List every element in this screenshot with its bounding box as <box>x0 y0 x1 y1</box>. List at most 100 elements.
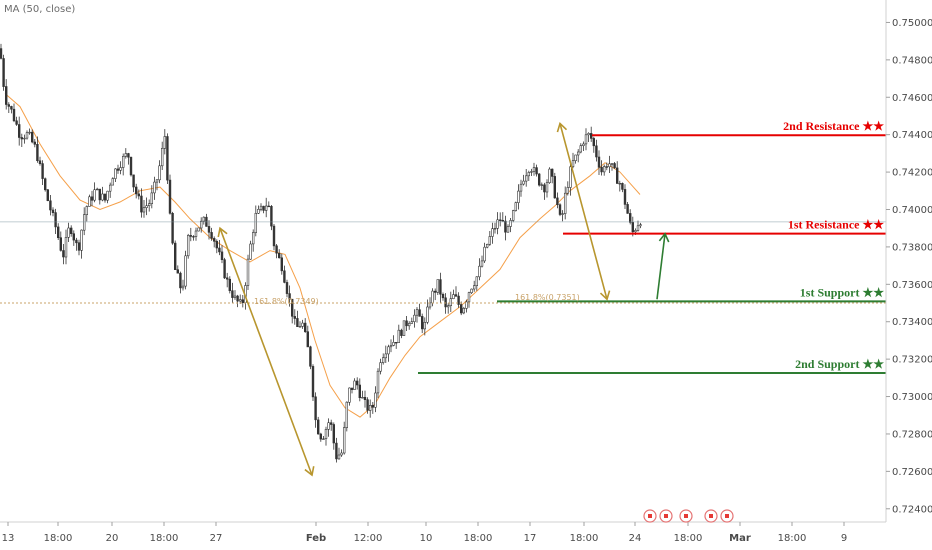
candle-body <box>142 207 146 213</box>
candle-body <box>524 175 528 182</box>
candle-body <box>397 329 400 343</box>
candle-body <box>576 151 580 156</box>
down-arrow-shaft <box>219 227 313 476</box>
candle-body <box>33 141 37 145</box>
candle-body <box>582 143 585 147</box>
candle-body <box>355 380 359 386</box>
x-tick-label: 13 <box>2 533 15 544</box>
y-tick-label: 0.72400 <box>892 504 932 515</box>
candle-body <box>298 326 302 328</box>
candle-body <box>153 181 156 194</box>
y-tick-label: 0.73200 <box>892 355 932 366</box>
candle-body <box>122 156 125 168</box>
candle-body <box>634 230 637 233</box>
candle-body <box>501 220 504 222</box>
candle-body <box>608 163 611 168</box>
candle-body <box>522 180 525 185</box>
candle-body <box>527 172 531 177</box>
indicator-label: MA (50, close) <box>4 4 76 15</box>
candle-body <box>636 225 640 231</box>
event-marker-icon-glyph <box>664 514 668 518</box>
up-arrow-head <box>658 232 670 243</box>
candle-body <box>322 438 325 440</box>
candle-body <box>348 387 351 403</box>
candle-body <box>12 108 16 122</box>
candle-body <box>389 345 393 348</box>
candle-body <box>387 346 390 355</box>
candle-body <box>418 309 421 317</box>
y-tick-label: 0.74200 <box>892 168 932 179</box>
candle-body <box>446 305 450 308</box>
candle-body <box>381 357 385 363</box>
candle-body <box>200 220 203 229</box>
candle-body <box>530 171 533 173</box>
candle-body <box>285 282 289 294</box>
candle-body <box>436 279 439 293</box>
candle-body <box>231 290 234 298</box>
candle-body <box>337 454 341 460</box>
candle-body <box>514 202 518 211</box>
candle-body <box>215 241 218 249</box>
candle-body <box>119 167 122 171</box>
candle-body <box>218 247 221 253</box>
y-tick-label: 0.74000 <box>892 205 932 216</box>
candle-body <box>296 318 299 327</box>
candle-body <box>166 136 169 181</box>
candle-body <box>272 225 276 247</box>
candle-body <box>246 258 250 286</box>
candle-body <box>181 285 185 289</box>
candle-body <box>553 176 557 199</box>
candle-body <box>353 380 356 390</box>
candle-body <box>98 188 102 201</box>
candle-body <box>15 120 18 125</box>
candle-body <box>423 321 426 330</box>
candle-body <box>43 178 47 191</box>
candle-body <box>127 153 130 158</box>
x-tick-label: 18:00 <box>464 533 493 544</box>
candle-body <box>106 190 109 201</box>
candle-body <box>618 183 622 185</box>
y-tick-label: 0.72600 <box>892 467 932 478</box>
candle-body <box>556 197 559 205</box>
candle-body <box>361 396 364 399</box>
candle-body <box>335 442 338 460</box>
candle-body <box>241 299 244 304</box>
candle-body <box>109 184 112 192</box>
y-tick-label: 0.74400 <box>892 130 932 141</box>
candle-body <box>519 183 523 192</box>
candle-body <box>202 216 205 222</box>
candle-body <box>537 173 541 186</box>
candle-body <box>280 257 283 272</box>
candle-body <box>75 239 78 244</box>
candle-body <box>41 163 44 179</box>
candle-body <box>103 193 107 201</box>
candle-body <box>161 148 164 167</box>
x-tick-label: 18:00 <box>674 533 703 544</box>
y-tick-label: 0.73400 <box>892 317 932 328</box>
arrows <box>217 121 670 477</box>
candle-body <box>558 204 562 215</box>
candle-body <box>257 209 260 214</box>
candle-body <box>444 297 447 308</box>
candle-body <box>226 277 229 280</box>
candle-body <box>150 192 153 204</box>
candle-body <box>439 279 442 295</box>
candle-body <box>0 48 3 59</box>
candle-body <box>59 237 63 251</box>
candle-body <box>340 452 343 456</box>
candle-body <box>441 293 445 299</box>
candle-body <box>431 290 434 304</box>
candle-body <box>10 106 13 110</box>
candle-body <box>187 235 190 257</box>
candle-body <box>504 220 507 233</box>
candle-body <box>626 204 629 214</box>
candle-body <box>506 226 510 233</box>
x-tick-label: 12:00 <box>354 533 383 544</box>
candle-body <box>543 184 546 193</box>
candle-body <box>415 309 419 316</box>
event-marker-icon-3-glyph <box>725 514 729 518</box>
candle-body <box>194 230 198 237</box>
candle-body <box>140 195 143 213</box>
candle-body <box>124 153 128 157</box>
